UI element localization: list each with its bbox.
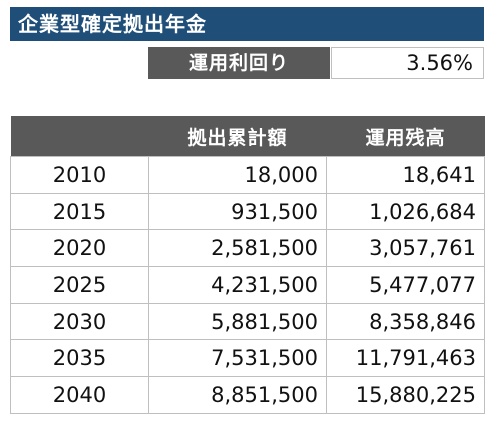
cumulative-cell[interactable]: 7,531,500	[148, 339, 327, 378]
table-row: 2040 8,851,500 15,880,225	[10, 376, 485, 414]
table-row: 2010 18,000 18,641	[10, 156, 485, 194]
rate-value-cell[interactable]: 3.56%	[331, 47, 484, 79]
year-cell[interactable]: 2030	[10, 302, 149, 341]
cumulative-cell[interactable]: 2,581,500	[148, 229, 327, 268]
year-cell[interactable]: 2010	[10, 156, 149, 194]
cumulative-cell[interactable]: 4,231,500	[148, 266, 327, 304]
cumulative-cell[interactable]: 5,881,500	[148, 302, 327, 341]
table-row: 2025 4,231,500 5,477,077	[10, 266, 485, 304]
table-row: 2020 2,581,500 3,057,761	[10, 229, 485, 268]
table-row: 2015 931,500 1,026,684	[10, 192, 485, 231]
year-cell[interactable]: 2020	[10, 229, 149, 268]
cumulative-cell[interactable]: 931,500	[148, 192, 327, 231]
year-cell[interactable]: 2035	[10, 339, 149, 378]
year-cell[interactable]: 2040	[10, 376, 149, 414]
year-cell[interactable]: 2025	[10, 266, 149, 304]
balance-cell[interactable]: 5,477,077	[326, 266, 485, 304]
balance-cell[interactable]: 18,641	[326, 156, 485, 194]
balance-cell[interactable]: 3,057,761	[326, 229, 485, 268]
header-balance: 運用残高	[326, 116, 485, 157]
sheet-title: 企業型確定拠出年金	[10, 7, 484, 41]
table-header-row: 拠出累計額 運用残高	[10, 116, 485, 157]
cumulative-cell[interactable]: 8,851,500	[148, 376, 327, 414]
balance-cell[interactable]: 11,791,463	[326, 339, 485, 378]
header-year	[10, 116, 149, 157]
pension-table: 拠出累計額 運用残高 2010 18,000 18,641 2015 931,5…	[10, 116, 485, 414]
table-row: 2035 7,531,500 11,791,463	[10, 339, 485, 378]
balance-cell[interactable]: 8,358,846	[326, 302, 485, 341]
balance-cell[interactable]: 1,026,684	[326, 192, 485, 231]
header-cumulative: 拠出累計額	[148, 116, 327, 157]
year-cell[interactable]: 2015	[10, 192, 149, 231]
rate-label: 運用利回り	[148, 47, 330, 79]
table-row: 2030 5,881,500 8,358,846	[10, 302, 485, 341]
balance-cell[interactable]: 15,880,225	[326, 376, 485, 414]
cumulative-cell[interactable]: 18,000	[148, 156, 327, 194]
